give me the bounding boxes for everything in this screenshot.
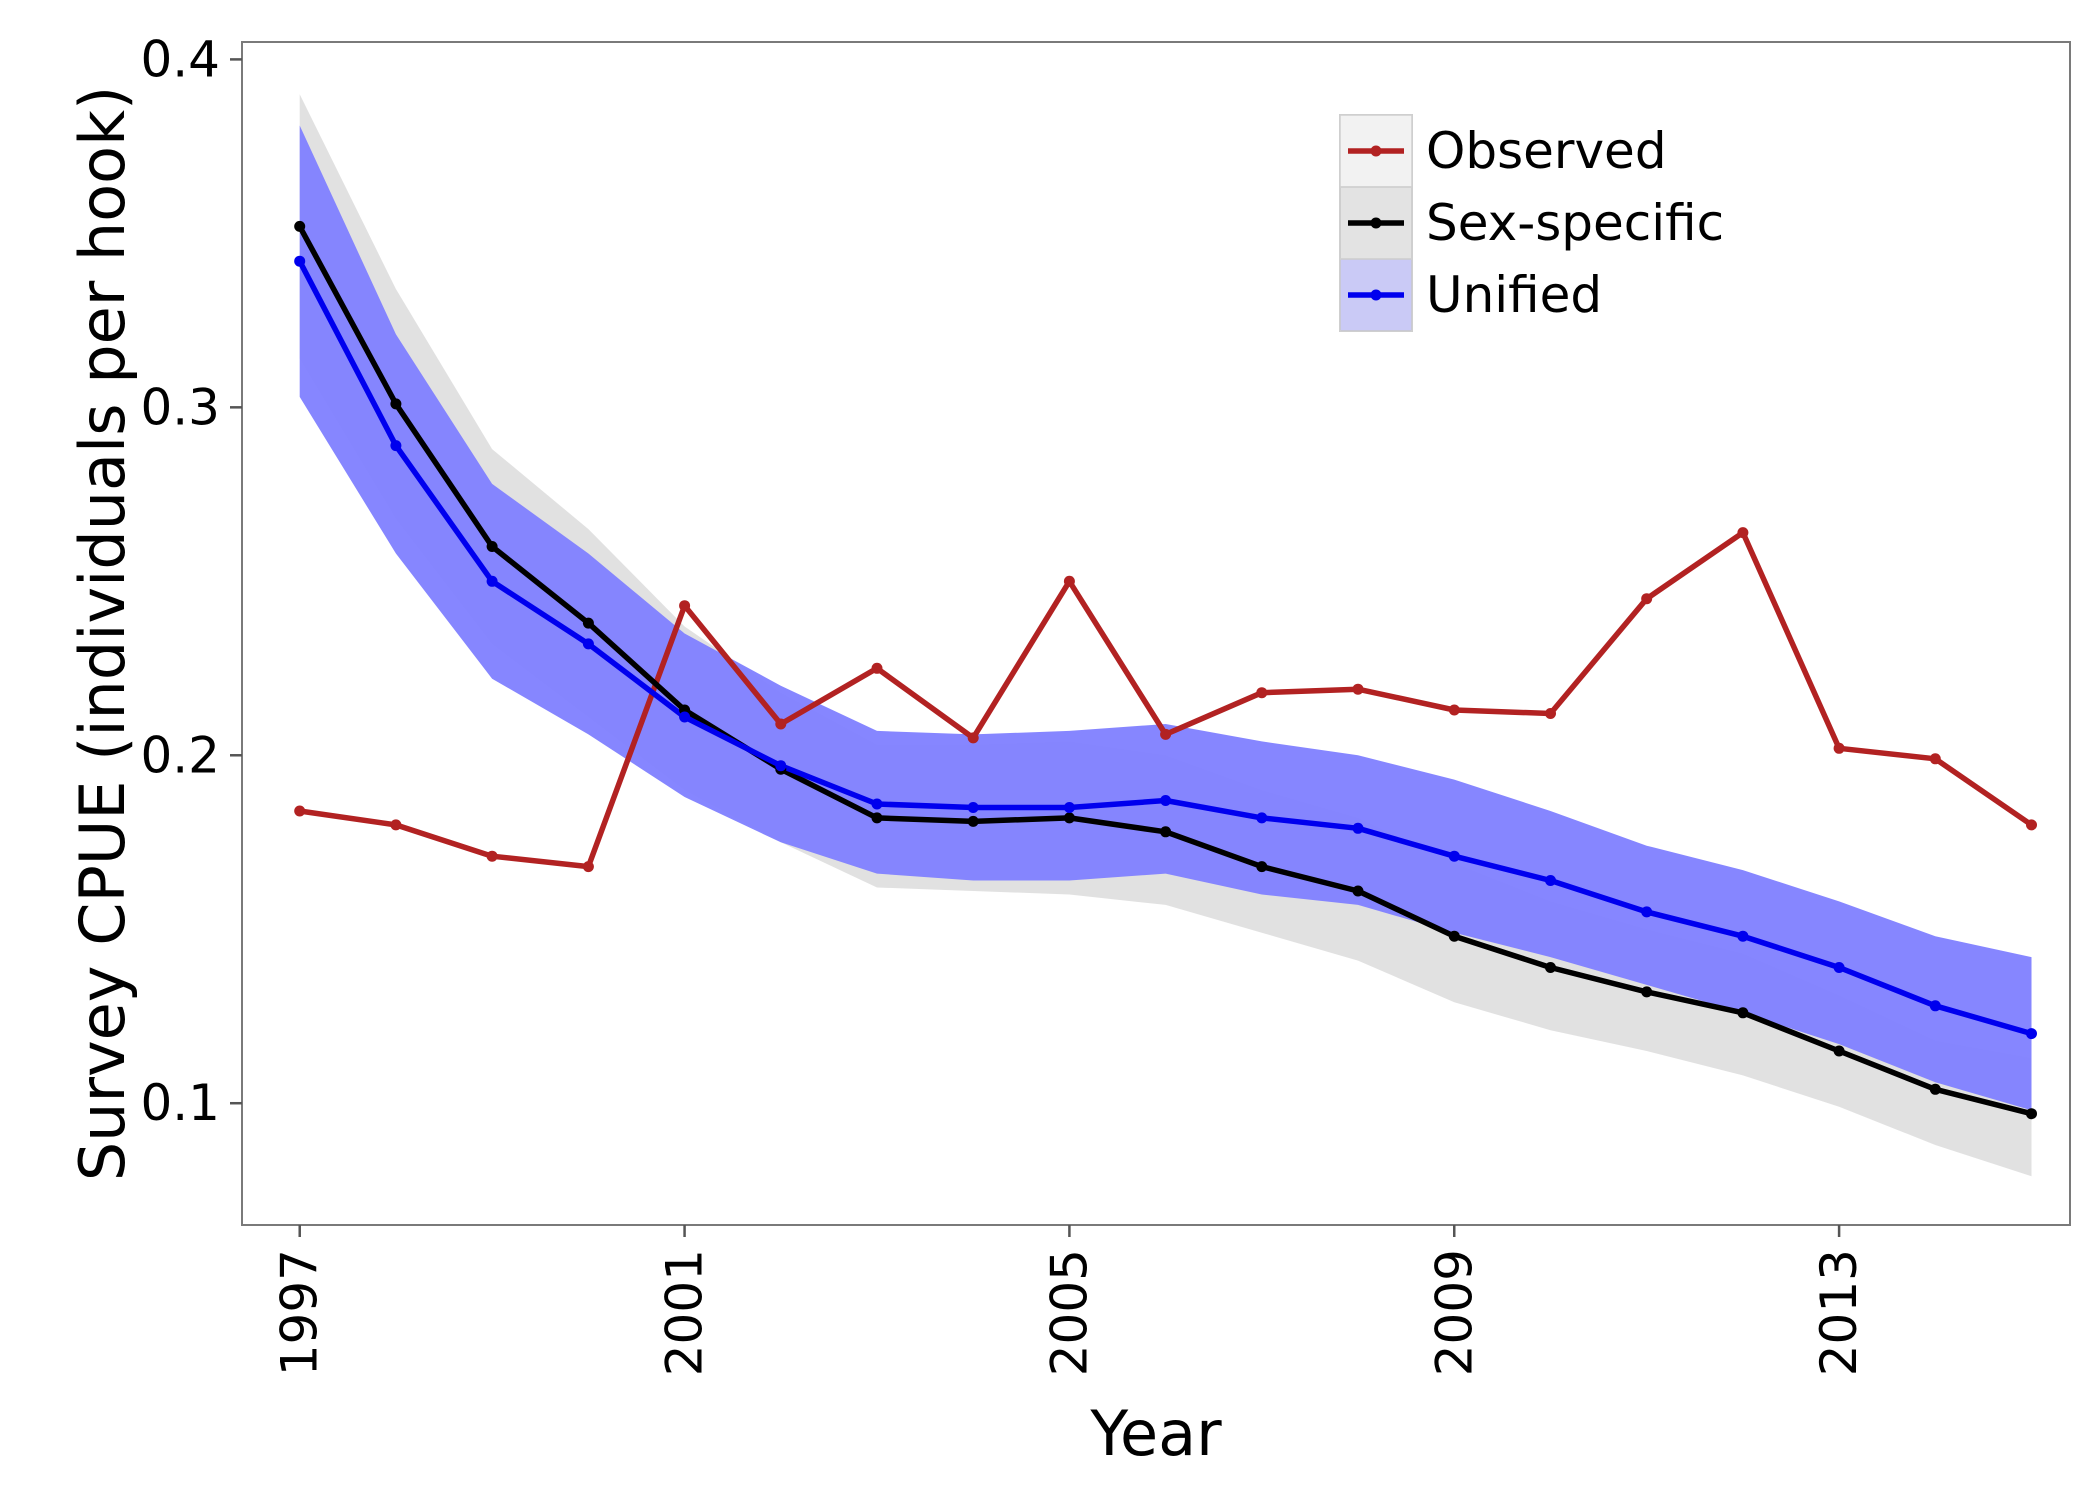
- point-observed: [1641, 593, 1653, 605]
- point-sex-specific: [1833, 1045, 1845, 1057]
- point-sex-specific: [967, 815, 979, 827]
- point-sex-specific: [294, 220, 306, 232]
- y-tick-label: 0.2: [140, 726, 220, 784]
- point-sex-specific: [582, 617, 594, 629]
- point-observed: [1833, 742, 1845, 754]
- point-sex-specific: [1737, 1007, 1749, 1019]
- point-sex-specific: [2026, 1108, 2037, 1120]
- point-unified: [1448, 850, 1460, 862]
- point-observed: [775, 718, 787, 730]
- point-unified: [294, 255, 306, 267]
- legend-label-unified: Unified: [1426, 266, 1602, 324]
- x-tick-label: 2005: [1040, 1249, 1098, 1376]
- point-observed: [967, 732, 979, 744]
- x-tick-label: 2001: [656, 1249, 714, 1376]
- y-tick-label: 0.4: [140, 30, 220, 88]
- legend: Observed Sex-specific Unified: [1339, 114, 1724, 332]
- confidence-bands: [299, 94, 2032, 1177]
- point-sex-specific: [486, 541, 498, 552]
- point-unified: [390, 440, 402, 452]
- point-sex-specific: [1063, 812, 1075, 824]
- point-unified: [1545, 875, 1556, 886]
- point-unified: [679, 711, 691, 723]
- x-axis: 1997 2001 2005 2009 2013: [271, 1225, 1868, 1376]
- point-observed: [390, 819, 402, 831]
- y-axis-title: Survey CPUE (individuals per hook): [66, 86, 139, 1181]
- point-observed: [486, 850, 498, 862]
- plot-border: [241, 41, 2071, 1226]
- x-axis-title: Year: [1089, 1397, 1222, 1470]
- point-unified: [1352, 822, 1364, 834]
- point-sex-specific: [390, 398, 402, 410]
- point-observed: [1352, 683, 1364, 695]
- legend-label-sex-specific: Sex-specific: [1426, 194, 1724, 252]
- legend-point-sex-specific: [1370, 217, 1382, 229]
- x-tick-label: 1997: [271, 1249, 329, 1376]
- point-unified: [967, 802, 979, 813]
- point-observed: [1160, 728, 1172, 740]
- point-observed: [2026, 819, 2037, 831]
- y-axis: 0.1 0.2 0.3 0.4: [140, 30, 242, 1132]
- point-unified: [1929, 1000, 1941, 1012]
- point-sex-specific: [1256, 861, 1268, 873]
- point-observed: [1256, 687, 1268, 699]
- point-sex-specific: [1160, 826, 1172, 838]
- series-points: [294, 220, 2037, 1120]
- x-tick-label: 2013: [1810, 1249, 1868, 1376]
- y-tick-label: 0.3: [140, 378, 220, 436]
- point-observed: [1737, 527, 1749, 539]
- point-unified: [582, 638, 594, 650]
- x-tick-label: 2009: [1425, 1249, 1483, 1376]
- point-sex-specific: [871, 812, 883, 824]
- y-tick-label: 0.1: [140, 1074, 220, 1132]
- point-unified: [486, 575, 498, 587]
- point-observed: [294, 805, 306, 817]
- point-observed: [1063, 575, 1075, 587]
- point-observed: [582, 861, 594, 873]
- point-observed: [1929, 753, 1941, 765]
- point-unified: [1737, 930, 1749, 942]
- point-unified: [1833, 962, 1845, 973]
- point-observed: [871, 662, 883, 674]
- band-unified: [299, 125, 2032, 1111]
- point-sex-specific: [1352, 885, 1364, 897]
- point-observed: [1448, 704, 1460, 716]
- point-unified: [1256, 812, 1268, 824]
- point-observed: [679, 600, 691, 612]
- point-sex-specific: [1929, 1083, 1941, 1095]
- point-unified: [871, 798, 883, 810]
- legend-label-observed: Observed: [1426, 122, 1667, 180]
- point-unified: [1160, 795, 1172, 806]
- point-observed: [1545, 708, 1556, 719]
- point-unified: [1063, 802, 1075, 813]
- legend-point-observed: [1370, 145, 1382, 157]
- point-unified: [2026, 1028, 2037, 1040]
- point-sex-specific: [1545, 962, 1556, 973]
- point-unified: [775, 760, 787, 772]
- legend-point-unified: [1370, 289, 1382, 301]
- point-unified: [1641, 906, 1653, 918]
- point-sex-specific: [1641, 986, 1653, 998]
- point-sex-specific: [1448, 930, 1460, 942]
